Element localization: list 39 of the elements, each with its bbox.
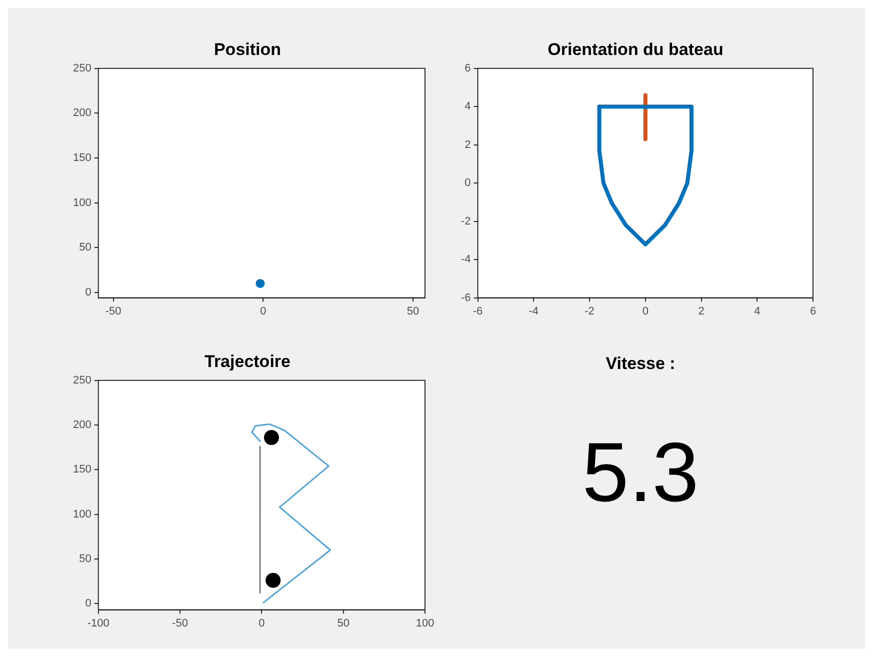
y-tick-label: -2 bbox=[461, 215, 471, 228]
y-tick-label: 250 bbox=[72, 374, 92, 386]
x-tick-label: -100 bbox=[87, 617, 110, 630]
x-tick-label: 0 bbox=[642, 305, 648, 318]
x-tick-label: 4 bbox=[754, 305, 760, 318]
y-tick-label: 200 bbox=[72, 419, 92, 432]
chart-title: Trajectoire bbox=[204, 352, 290, 371]
y-tick-label: 4 bbox=[464, 100, 471, 113]
x-tick-label: -4 bbox=[528, 305, 539, 318]
x-tick-label: 0 bbox=[258, 617, 265, 630]
y-tick-label: 6 bbox=[464, 62, 471, 74]
x-tick-label: -2 bbox=[584, 305, 594, 318]
x-tick-label: 6 bbox=[810, 305, 816, 318]
y-tick-label: 100 bbox=[72, 196, 92, 209]
y-tick-label: -4 bbox=[461, 254, 471, 266]
y-tick-label: -6 bbox=[461, 292, 471, 304]
y-tick-label: 250 bbox=[72, 62, 92, 74]
y-tick-label: 0 bbox=[464, 177, 471, 190]
chart-title: Position bbox=[214, 40, 282, 59]
y-tick-label: 200 bbox=[72, 107, 92, 120]
y-tick-label: 2 bbox=[464, 138, 471, 151]
y-tick-label: 0 bbox=[85, 598, 92, 610]
y-tick-label: 150 bbox=[72, 152, 92, 164]
y-tick-label: 50 bbox=[79, 552, 92, 565]
x-tick-label: 50 bbox=[337, 617, 350, 630]
x-tick-label: -50 bbox=[172, 617, 188, 630]
x-tick-label: 50 bbox=[406, 305, 420, 318]
x-tick-label: 2 bbox=[698, 305, 704, 318]
y-tick-label: 50 bbox=[79, 242, 92, 254]
x-tick-label: -6 bbox=[472, 305, 483, 318]
y-tick-label: 100 bbox=[72, 508, 92, 520]
x-tick-label: 0 bbox=[260, 305, 266, 318]
text: 5.3 bbox=[581, 424, 700, 521]
text: Vitesse : bbox=[604, 354, 676, 374]
chart-title: Orientation du bateau bbox=[548, 40, 724, 59]
y-tick-label: 0 bbox=[85, 286, 92, 298]
x-tick-label: -50 bbox=[105, 305, 122, 318]
x-tick-label: 100 bbox=[416, 617, 434, 630]
y-tick-label: 150 bbox=[72, 464, 92, 476]
